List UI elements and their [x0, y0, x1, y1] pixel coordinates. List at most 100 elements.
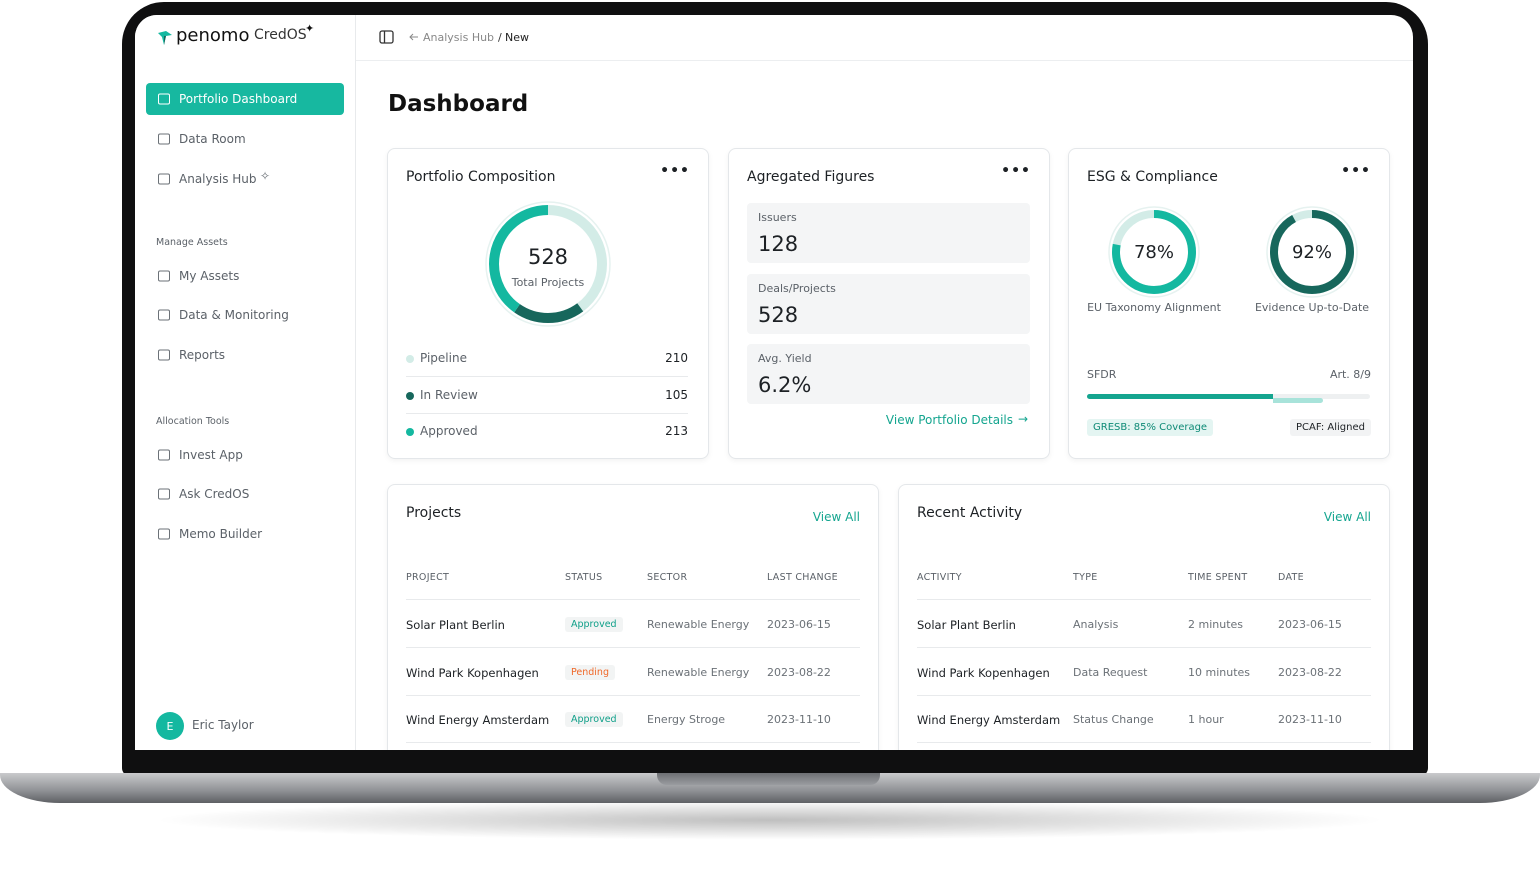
more-menu[interactable]: •••: [660, 163, 690, 179]
nav-item[interactable]: Reports: [146, 339, 344, 371]
legend-label: Pipeline: [420, 351, 467, 365]
icon-shape: [158, 133, 170, 145]
legend-value: 213: [665, 424, 688, 438]
column-header: ACTIVITY: [917, 572, 962, 583]
avatar[interactable]: E: [156, 712, 184, 740]
user-name: Eric Taylor: [192, 718, 254, 732]
ring-name: Evidence Up-to-Date: [1254, 301, 1370, 314]
nav-item[interactable]: Data & Monitoring: [146, 299, 344, 331]
nav-icon: [158, 133, 170, 145]
table-cell: Solar Plant Berlin: [917, 618, 1016, 632]
card-title: Portfolio Composition: [406, 169, 556, 185]
nav-label: My Assets: [179, 269, 240, 283]
nav-label: Reports: [179, 348, 226, 362]
brand-product: CredOS: [254, 27, 307, 43]
table-cell: Wind Park Kopenhagen: [917, 665, 1050, 680]
table-cell: 2 minutes: [1188, 618, 1244, 631]
nav-item[interactable]: Memo Builder: [146, 518, 344, 550]
nav-item[interactable]: Data Room: [146, 123, 344, 155]
divider: [406, 376, 688, 377]
figure-value: 528: [758, 302, 799, 327]
figure-value: 128: [758, 232, 799, 256]
nav-item[interactable]: Ask CredOS: [146, 478, 344, 510]
table-cell: Wind Energy Amsterdam: [406, 713, 550, 727]
details-link[interactable]: View Portfolio Details: [885, 413, 1013, 427]
link-arrow: →: [1017, 412, 1028, 426]
legend-dot: [406, 428, 414, 436]
column-header: STATUS: [565, 572, 603, 583]
nav-icon: [158, 309, 170, 321]
table-cell: 2023-11-10: [1278, 713, 1342, 726]
nav-label: Memo Builder: [179, 527, 263, 541]
badge: GRESB: 85% Coverage: [1087, 419, 1214, 436]
badge: PCAF: Aligned: [1290, 419, 1371, 436]
legend-dot: [406, 355, 414, 363]
icon-shape: [158, 93, 170, 105]
nav-icon: [158, 528, 170, 540]
table-cell: 2023-06-15: [1278, 618, 1342, 631]
table-cell: 2023-08-22: [1278, 665, 1342, 679]
logo-icon: [158, 31, 172, 45]
ring-label: 78%: [1134, 242, 1174, 263]
nav-item[interactable]: Analysis Hub: [146, 163, 344, 195]
view-all-link[interactable]: View All: [812, 510, 860, 524]
icon-shape: [158, 270, 170, 282]
figure-label: Deals/Projects: [758, 281, 836, 295]
status-pill: Approved: [565, 617, 623, 632]
table-cell: 2023-06-15: [767, 618, 831, 631]
divider: [917, 599, 1371, 600]
ring-outline: [1266, 206, 1358, 298]
table-cell: Renewable Energy: [647, 618, 750, 631]
nav-item[interactable]: Portfolio Dashboard: [146, 83, 344, 115]
ring-label: 92%: [1292, 242, 1332, 263]
nav-icon: [158, 173, 170, 185]
screen: penomo CredOS ✦ E Eric Taylor Portfolio …: [135, 15, 1413, 750]
donut-total-label: Total Projects: [511, 276, 585, 289]
legend-value: 210: [665, 351, 688, 365]
legend-dot: [406, 391, 414, 400]
view-all-link[interactable]: View All: [1323, 510, 1371, 524]
table-cell: Wind Energy Amsterdam: [917, 713, 1061, 727]
nav-icon: [158, 449, 170, 461]
nav-item[interactable]: My Assets: [146, 260, 344, 292]
laptop-notch: [657, 773, 880, 785]
legend-label: Approved: [420, 424, 478, 438]
column-header: PROJECT: [406, 572, 450, 583]
divider: [917, 694, 1371, 696]
progress-ring: 78%: [1108, 206, 1200, 298]
column-header: TIME SPENT: [1188, 572, 1248, 583]
aggregated-card: Agregated Figures ••• Issuers 128 Deals/Proj…: [728, 148, 1050, 459]
divider: [406, 694, 860, 696]
icon-shape: [158, 449, 170, 461]
figure-label: Issuers: [758, 211, 797, 224]
nav-label: Invest App: [179, 448, 243, 462]
legend-value: 105: [665, 387, 688, 402]
divider: [406, 599, 860, 600]
sparkle-icon: ✧: [260, 169, 271, 183]
donut-outline: [485, 201, 611, 327]
column-header: DATE: [1278, 572, 1304, 583]
section-title: Allocation Tools: [156, 416, 230, 427]
figure-box: Deals/Projects 528: [747, 273, 1030, 334]
card-title: Agregated Figures: [747, 169, 875, 185]
top-bar: Analysis Hub / New: [356, 15, 1413, 61]
breadcrumb-sep: /: [498, 31, 502, 44]
icon-shape: [158, 173, 170, 185]
breadcrumb-current: New: [505, 31, 529, 44]
sidebar-toggle[interactable]: [379, 30, 394, 44]
nav-item[interactable]: Invest App: [146, 439, 344, 471]
esg-card: ESG & Compliance ••• 78% EU Taxonomy Alignm…: [1068, 148, 1390, 459]
card-title: Projects: [406, 505, 462, 521]
more-menu[interactable]: •••: [1001, 163, 1031, 179]
figure-value: 6.2%: [758, 373, 812, 397]
icon-shape: [158, 349, 170, 361]
breadcrumb-parent[interactable]: Analysis Hub: [423, 31, 495, 44]
column-header: SECTOR: [647, 572, 688, 583]
table-cell: Solar Plant Berlin: [406, 618, 505, 632]
more-menu[interactable]: •••: [1341, 163, 1371, 179]
nav-icon: [158, 93, 170, 105]
table-cell: Analysis: [1073, 618, 1119, 631]
sfdr-fill: [1087, 394, 1273, 399]
legend-label: In Review: [420, 387, 478, 402]
